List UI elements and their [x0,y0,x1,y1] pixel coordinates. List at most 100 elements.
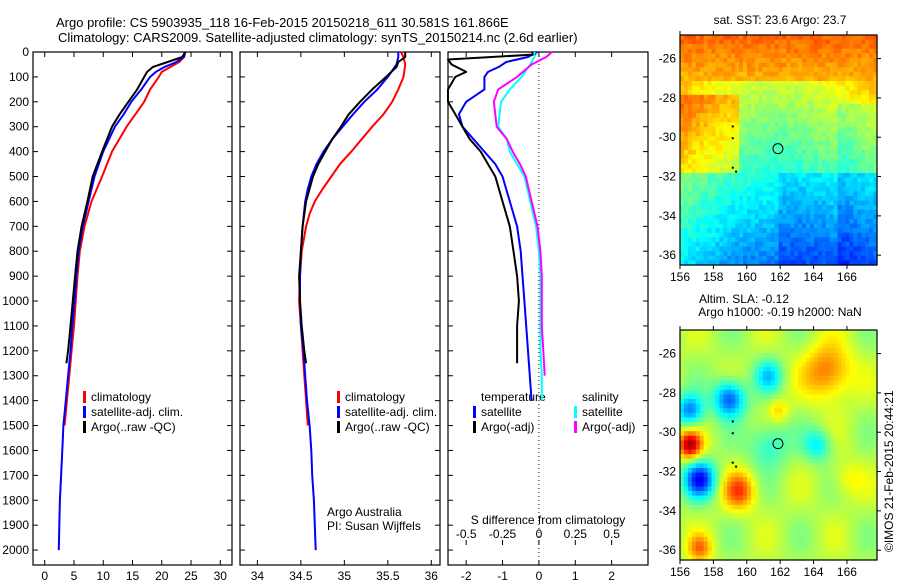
map-cell [794,154,799,160]
map-cell [680,357,685,363]
map-cell [833,136,839,142]
map-cell [680,445,685,451]
map-cell [715,113,720,119]
map-cell [711,104,717,110]
map-cell [758,527,764,533]
map-cell [754,362,760,368]
map-cell [821,48,827,54]
map-cell [731,48,736,54]
map-cell [750,412,756,418]
map-cell [778,53,784,59]
map-cell [802,163,807,169]
map-cell [762,48,768,54]
map-cell [857,353,862,359]
map-cell [703,44,709,50]
map-cell [813,495,819,501]
map-cell [790,99,795,105]
map-cell [841,113,847,119]
map-cell [810,449,815,455]
map-cell [806,440,811,446]
map-cell [853,35,858,41]
map-cell [699,159,705,165]
map-cell [683,255,689,261]
map-cell [766,67,772,73]
map-cell [778,85,784,91]
map-cell [853,39,858,45]
map-cell [845,108,851,114]
map-cell [719,412,724,418]
map-cell [849,412,854,418]
map-cell [719,454,724,460]
map-cell [778,495,784,501]
map-cell [680,472,685,478]
map-cell [813,127,819,133]
map-cell [774,209,780,215]
map-cell [849,173,854,179]
map-cell [743,435,748,441]
map-cell [683,463,689,469]
map-cell [853,159,858,165]
map-cell [837,99,843,105]
map-cell [750,339,756,345]
map-cell [782,394,787,400]
map-cell [758,173,764,179]
map-cell [680,67,685,73]
map-cell [699,53,705,59]
map-cell [695,214,701,220]
map-cell [806,39,811,45]
map-cell [813,104,819,110]
map-cell [731,417,736,423]
map-cell [821,108,827,114]
map-cell [845,94,851,100]
map-cell [703,237,709,243]
map-cell [743,177,748,183]
map-cell [802,362,807,368]
map-cell [865,527,870,533]
map-cell [774,62,780,68]
map-cell [719,255,724,261]
map-cell [723,495,728,501]
map-cell [786,159,791,165]
map-cell [829,214,835,220]
map-cell [739,343,744,349]
map-cell [837,219,843,225]
map-cell [770,62,776,68]
map-cell [861,426,866,432]
map-cell [743,440,748,446]
map-cell [699,104,705,110]
map-cell [786,140,791,146]
map-cell [841,500,847,506]
map-cell [869,85,874,91]
map-cell [680,168,685,174]
map-cell [833,223,839,229]
map-cell [857,399,862,405]
map-cell [766,366,772,372]
map-cell [746,472,752,478]
map-cell [865,196,870,202]
map-cell [837,353,843,359]
map-cell [766,357,772,363]
map-cell [691,362,697,368]
map-cell [739,200,744,206]
map-cell [754,62,760,68]
map-cell [687,504,693,510]
map-cell [837,330,843,336]
map-cell [806,251,811,257]
profile-location-marker [772,143,784,155]
map-cell [719,458,724,464]
map-cell [865,182,870,188]
map-cell [750,94,756,100]
map-cell [750,348,756,354]
map-cell [861,362,866,368]
map-cell [739,385,744,391]
map-cell [845,468,851,474]
map-cell [735,348,740,354]
map-cell [778,458,784,464]
map-cell [758,518,764,524]
map-cell [853,504,858,510]
map-cell [715,504,720,510]
map-cell [849,140,854,146]
series-salinity-satellite [497,52,543,401]
map-cell [723,196,728,202]
map-cell [794,458,799,464]
